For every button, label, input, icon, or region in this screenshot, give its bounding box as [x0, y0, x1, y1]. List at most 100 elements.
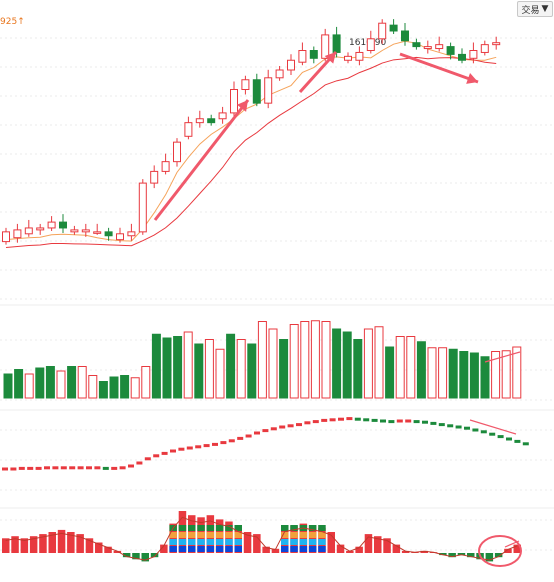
oscillator-stack-block [188, 546, 196, 552]
indicator-mark [329, 418, 336, 422]
volume-bar-down [459, 351, 469, 399]
oscillator-stack-block [178, 525, 187, 531]
trade-button[interactable]: 交易 ▼ [517, 1, 553, 17]
trend-arrow-head [324, 52, 336, 64]
trend-arrow-line [153, 99, 250, 221]
candle-up [127, 231, 136, 237]
oscillator-stack-block [281, 546, 289, 552]
oscillator-stack-block [318, 546, 326, 552]
volume-bar-down [3, 373, 13, 399]
candle-up [173, 141, 181, 163]
oscillator-bar-up [29, 536, 38, 553]
candle-up [138, 182, 147, 233]
candle-down [446, 46, 455, 55]
volume-bar-down [109, 376, 119, 399]
volume-bar-up [321, 321, 331, 399]
volume-bar-down [332, 328, 342, 399]
oscillator-bar-up [48, 532, 56, 553]
oscillator-bar-up [160, 544, 168, 553]
oscillator-bar-up [504, 548, 512, 553]
indicator-mark [430, 421, 437, 425]
volume-bar-up [427, 347, 437, 399]
oscillator-bar-up [243, 532, 252, 553]
oscillator-bar-down [132, 553, 140, 560]
volume-bar-down [247, 343, 257, 399]
indicator-mark [346, 417, 353, 421]
indicator-mark [413, 420, 420, 424]
indicator-mark [464, 426, 470, 430]
oscillator-bar-down [485, 553, 494, 562]
trend-arrow-head [466, 73, 478, 84]
oscillator-bar-up [57, 529, 66, 553]
oscillator-stack-block [169, 546, 177, 552]
oscillator-bar-up [346, 550, 354, 553]
oscillator-stack-block [308, 546, 317, 552]
oscillator-stack-block [308, 532, 317, 538]
volume-bar-down [226, 333, 236, 399]
oscillator-bar-up [383, 538, 391, 553]
oscillator-bar-up [11, 536, 19, 553]
candle-up [264, 77, 273, 104]
oscillator-bar-up [392, 544, 401, 553]
candle-up [81, 229, 90, 233]
volume-bar-down [35, 367, 45, 399]
indicator-mark [237, 436, 244, 440]
oscillator-signal-line [5, 516, 518, 561]
volume-bar-down [14, 369, 24, 399]
oscillator-bar-up [401, 550, 410, 553]
indicator-mark [195, 445, 202, 449]
volume-bar-up [374, 326, 384, 399]
indicator-mark [455, 425, 462, 429]
oscillator-stack-block [225, 539, 233, 545]
oscillator-stack-block [290, 525, 298, 531]
volume-bar-up [512, 346, 522, 399]
indicator-mark [522, 442, 529, 446]
indicator-mark [371, 418, 378, 422]
volume-bar-down [416, 341, 426, 399]
indicator-mark [144, 457, 151, 461]
oscillator-bar-down [494, 553, 503, 558]
price-readout-value: 925 [0, 17, 18, 27]
candle-down [412, 42, 421, 48]
volume-bar-up [395, 336, 405, 399]
oscillator-stack-block [234, 546, 242, 552]
volume-bar-up [77, 366, 87, 399]
candle-up [24, 227, 33, 235]
oscillator-bar-up [20, 538, 29, 553]
indicator-mark [10, 467, 17, 471]
indicator-mark [186, 446, 193, 450]
candle-down [252, 79, 261, 104]
oscillator-bar-up [299, 523, 308, 553]
indicator-mark [388, 420, 395, 424]
oscillator-stack-block [281, 525, 289, 531]
indicator-mark [480, 430, 487, 434]
indicator-mark [44, 466, 50, 470]
volume-bar-down [45, 366, 55, 399]
up-arrow-icon: ↑ [17, 17, 25, 27]
oscillator-trend-line [504, 540, 520, 548]
oscillator-bar-up [262, 546, 270, 553]
indicator-mark [178, 447, 185, 451]
indicator-mark [35, 466, 42, 470]
oscillator-bar-up [513, 544, 521, 553]
indicator-mark [380, 419, 386, 423]
oscillator-stack-block [215, 525, 224, 531]
oscillator-bar-down [467, 553, 475, 558]
oscillator-stack-block [188, 539, 196, 545]
volume-bar-down [67, 366, 77, 399]
candle-up [366, 38, 375, 51]
indicator-mark [312, 420, 319, 424]
candle-up [378, 22, 387, 40]
indicator-mark [514, 439, 521, 443]
candle-up [70, 229, 79, 233]
indicator-mark [161, 451, 168, 455]
indicator-mark [153, 454, 160, 458]
oscillator-stack-block [206, 546, 215, 552]
trend-arrow-line [399, 52, 479, 84]
volume-bar-up [24, 373, 34, 399]
volume-bar-up [183, 331, 193, 399]
candle-up [13, 229, 22, 239]
oscillator-bar-up [169, 523, 177, 553]
oscillator-stack-block [225, 532, 233, 538]
